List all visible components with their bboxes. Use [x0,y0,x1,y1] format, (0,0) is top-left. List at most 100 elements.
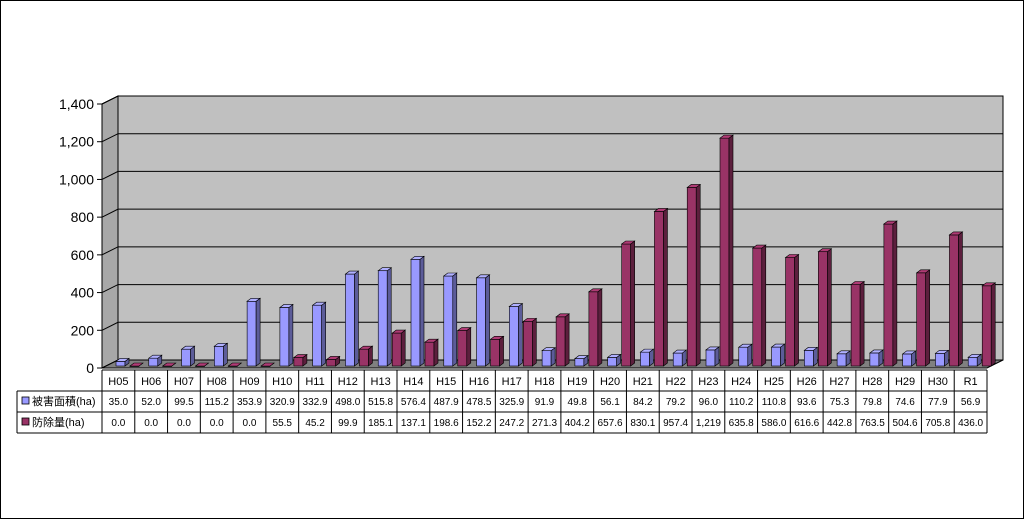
bar-side [761,244,767,367]
plot-side-wall [101,95,119,369]
bar-damage [640,351,650,367]
bar-control [752,247,763,367]
bar-control [785,257,795,367]
y-tick-label: 800 [71,209,95,225]
bar-side [597,288,603,367]
legend-key [21,396,30,405]
bar-top [705,346,720,351]
data-label: 99.9 [338,418,358,429]
x-tick-label: H19 [567,376,587,388]
bar-side [368,345,373,367]
bar-top [672,349,688,354]
bar-top [606,354,622,358]
data-label: 247.2 [499,418,524,429]
data-label: 110.2 [729,397,754,408]
bar-control [555,316,566,367]
data-label: 75.3 [830,397,850,408]
bar-control [719,137,730,367]
data-label: 74.6 [895,397,915,408]
bar-top [424,338,439,343]
data-label: 35.0 [109,397,129,408]
bar-top [522,318,538,322]
bar-control [686,187,697,367]
bar-top [147,354,163,359]
bar-control [654,211,664,367]
data-label: 77.9 [928,397,948,408]
bar-control [949,234,959,367]
bar-top [653,208,669,212]
x-tick-label: H06 [141,376,161,388]
data-label: 52.0 [141,397,161,408]
bar-control [818,251,828,367]
bar-side [827,248,832,367]
bar-control [326,359,336,367]
data-label: 91.9 [535,397,555,408]
bar-top [292,354,308,358]
bar-top [915,269,931,274]
bar-top [442,272,458,277]
bar-side [321,301,326,367]
data-label: 478.5 [466,397,491,408]
bar-side [485,274,490,367]
data-label: 830.1 [630,418,655,429]
bar-side [859,280,865,367]
bar-top [325,356,341,360]
bar-top [639,348,655,353]
gridline [101,321,1003,331]
x-tick-label: H12 [338,376,358,388]
bar-top [260,362,276,367]
data-label: 325.9 [499,397,524,408]
data-label: 586.0 [761,418,786,429]
gridline [101,246,1003,256]
bar-top [686,184,702,188]
bar-top [161,362,177,367]
bar-damage [345,273,355,367]
bar-top [391,329,407,334]
data-label: 0.0 [243,418,257,429]
bar-top [115,358,130,362]
bar-top [377,267,393,272]
x-tick-label: H24 [731,376,751,388]
gridline [101,284,1003,294]
x-tick-label: H07 [174,376,194,388]
data-label: 79.8 [863,397,883,408]
bar-damage [377,270,388,367]
bar-control [523,321,533,367]
data-label: 0.0 [111,418,125,429]
data-label: 515.8 [368,397,393,408]
bar-damage [574,358,585,367]
data-label: 320.9 [270,397,295,408]
gridline [101,95,1003,105]
bar-side [354,270,359,367]
data-label: 99.5 [174,397,194,408]
data-label: 79.2 [666,397,686,408]
bar-top [358,345,374,350]
bar-side [990,282,996,367]
legend-label: 防除量(ha) [32,415,85,429]
bar-side [630,240,635,367]
gridline [101,208,1003,218]
x-tick-label: H30 [928,376,948,388]
bar-damage [836,353,847,367]
data-label: 487.9 [434,397,459,408]
x-tick-label: H15 [436,376,456,388]
bar-top [180,345,196,350]
bar-side [499,335,504,367]
bar-damage [312,304,322,367]
bar-top [194,362,210,367]
bar-side [958,231,963,367]
bar-side [255,297,261,367]
bar-top [784,254,800,258]
x-tick-label: H26 [797,376,817,388]
data-label: 576.4 [401,397,426,408]
bar-top [948,231,964,236]
bar-damage [476,277,486,367]
data-label: 705.8 [925,418,950,429]
bar-control [981,285,992,367]
bar-top [129,362,144,367]
bar-damage [115,361,126,367]
bar-top [475,274,491,279]
data-label: 115.2 [205,397,230,408]
bar-top [410,256,425,260]
